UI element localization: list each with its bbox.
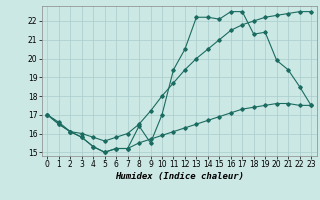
X-axis label: Humidex (Indice chaleur): Humidex (Indice chaleur) bbox=[115, 172, 244, 181]
